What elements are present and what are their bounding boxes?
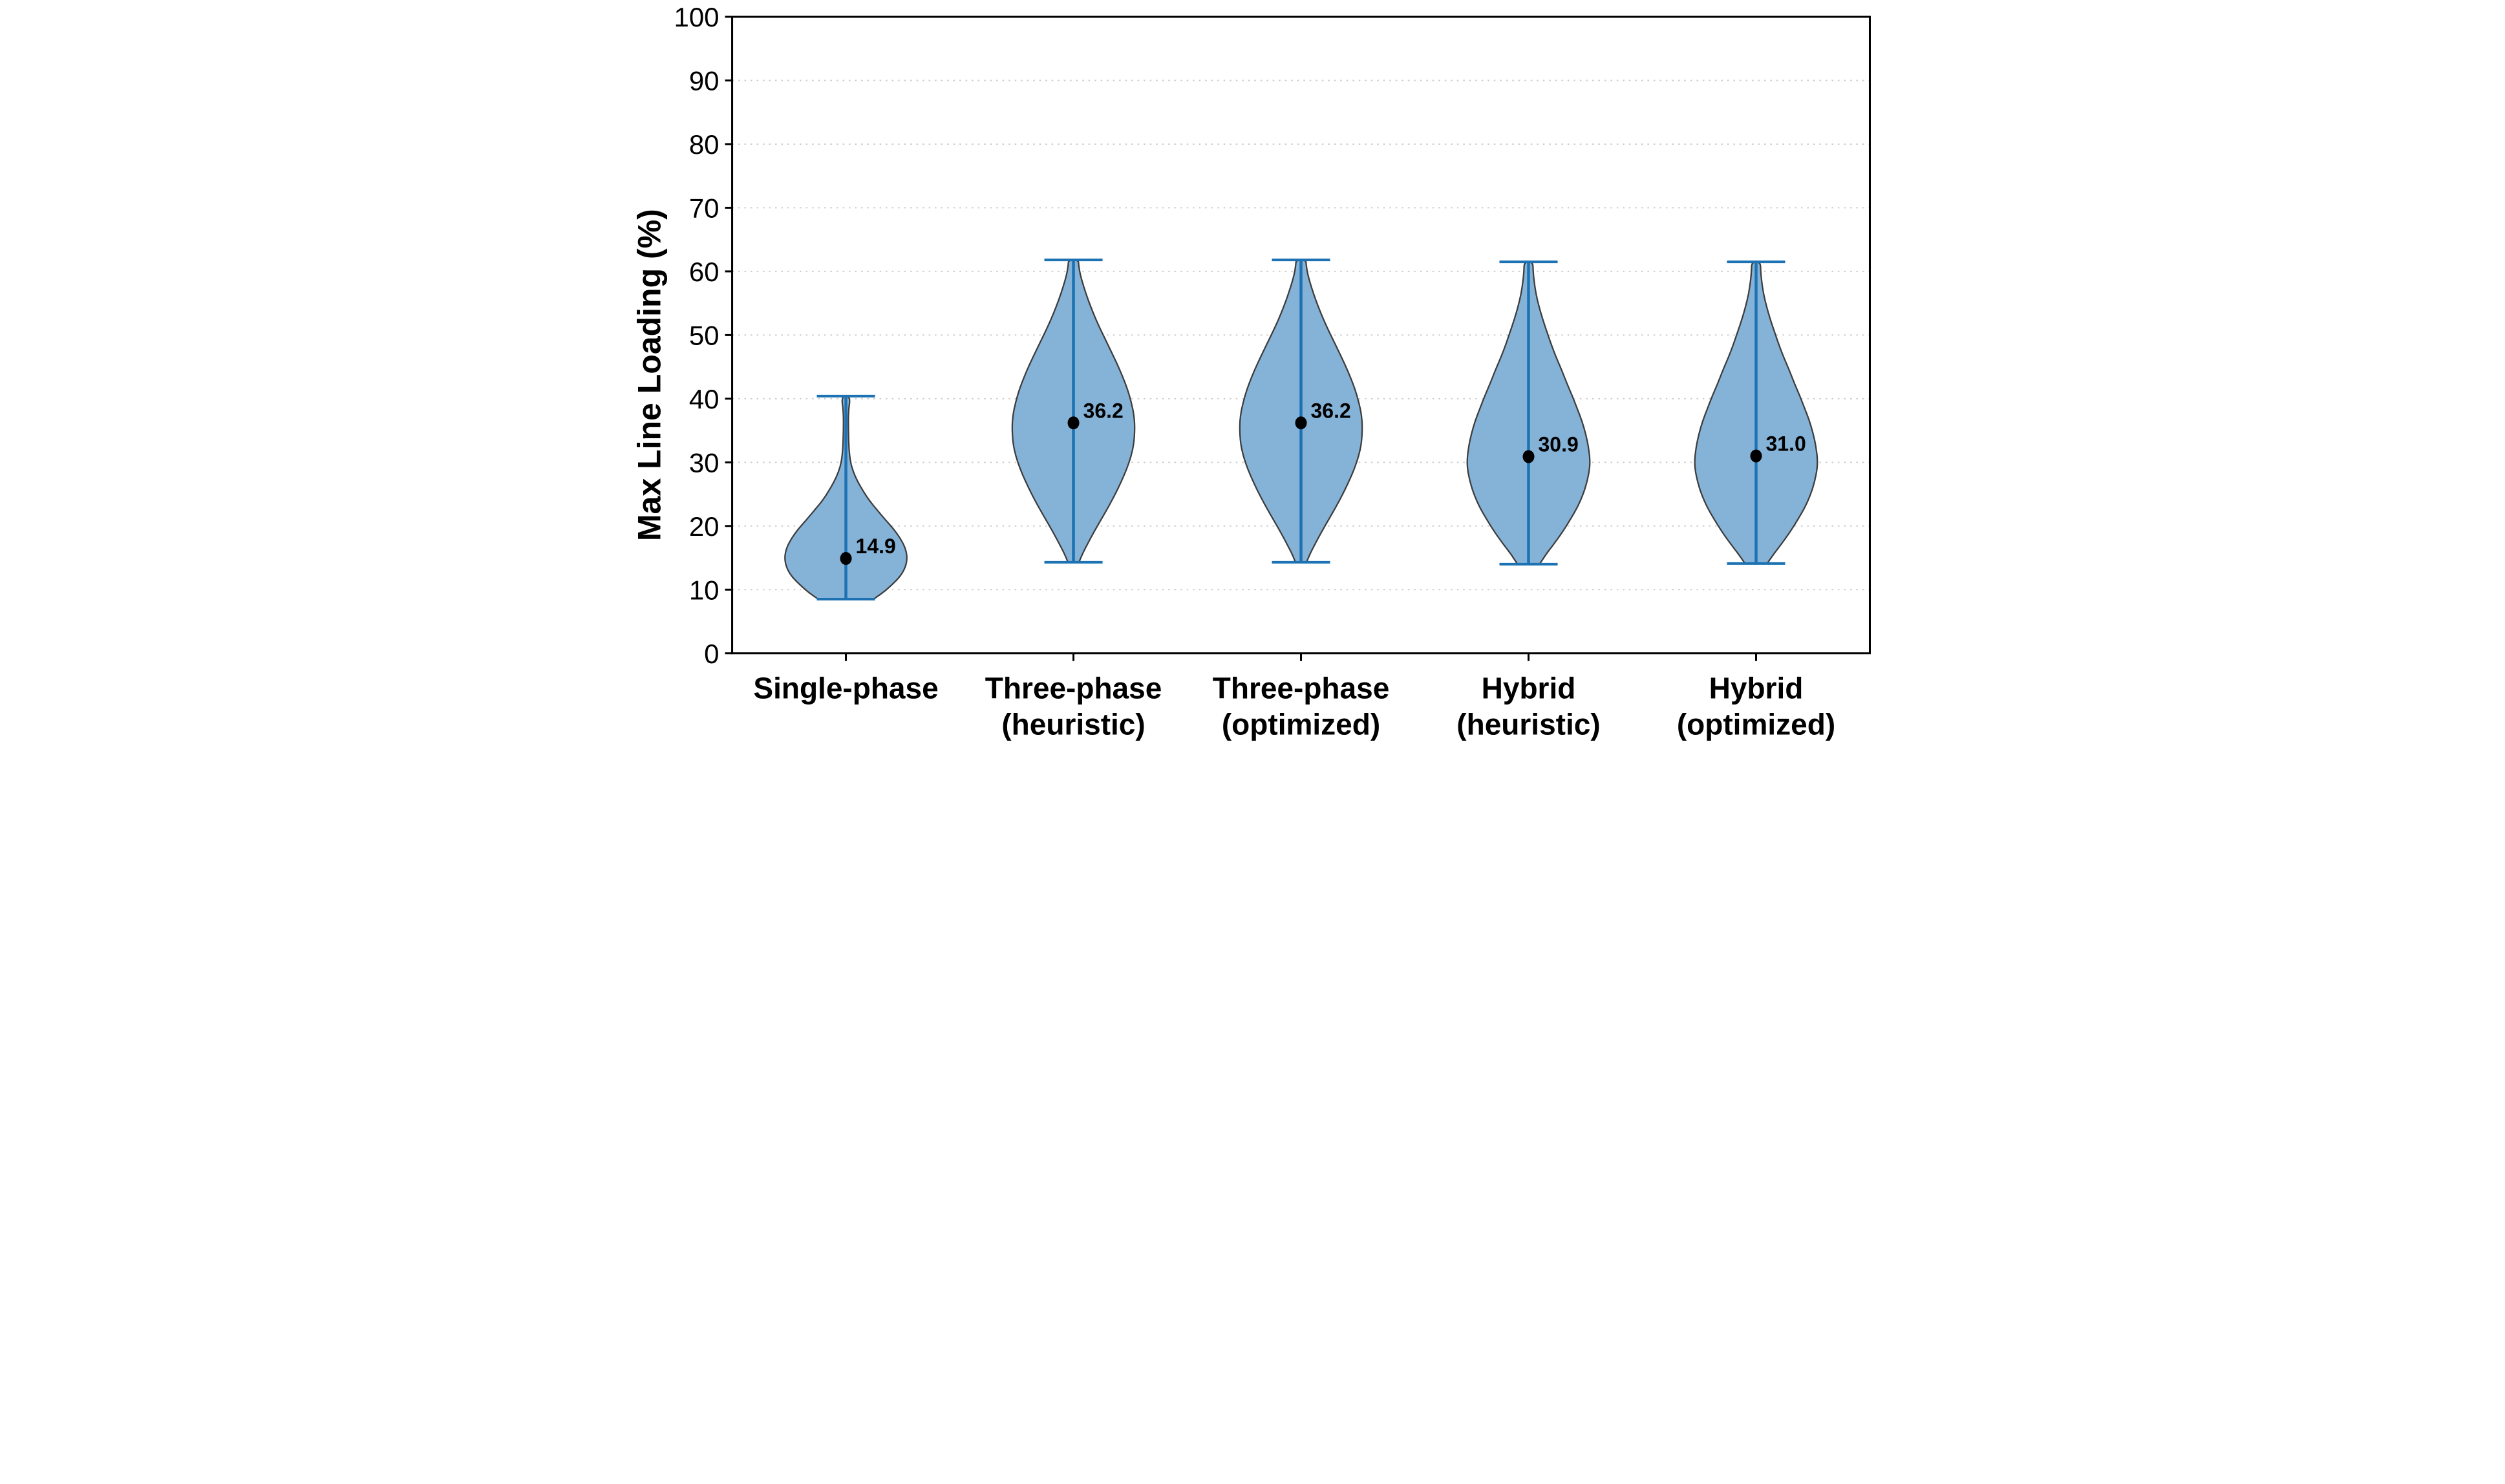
y-tick-labels: 0 10 20 30 40 50 60 70 80 90 100 <box>674 2 719 669</box>
violin-chart: 14.9 36.2 36.2 30.9 31.0 0 10 20 30 40 50 60 70 80 90… <box>626 0 1879 743</box>
y-tick-label: 10 <box>688 575 719 605</box>
violins: 14.9 36.2 36.2 30.9 31.0 <box>783 259 1818 601</box>
median-value-label: 30.9 <box>1538 432 1578 456</box>
median-value-label: 36.2 <box>1083 399 1123 422</box>
x-category-label: (heuristic) <box>1001 707 1145 741</box>
y-tick-label: 80 <box>688 129 719 160</box>
y-tick-label: 60 <box>688 257 719 287</box>
median-value-label: 14.9 <box>855 535 895 558</box>
median-dot <box>1522 450 1535 463</box>
x-category-label: Hybrid <box>1481 671 1575 705</box>
y-axis-ticks <box>725 16 732 655</box>
y-tick-label: 30 <box>688 447 719 478</box>
median-dot <box>1295 416 1307 430</box>
y-tick-label: 100 <box>674 2 719 32</box>
x-category-label: Single-phase <box>753 671 938 705</box>
x-axis-ticks <box>844 653 1757 661</box>
median-dot <box>840 552 852 566</box>
violin-group: 30.9 <box>1466 260 1590 566</box>
violin-group: 31.0 <box>1694 260 1818 565</box>
y-tick-label: 40 <box>688 384 719 414</box>
y-tick-label: 90 <box>688 65 719 96</box>
y-tick-label: 20 <box>688 511 719 542</box>
y-tick-label: 70 <box>688 193 719 223</box>
median-dot <box>1749 449 1762 463</box>
x-category-label: Three-phase <box>985 671 1162 705</box>
x-category-label: (optimized) <box>1676 707 1835 741</box>
violin-group: 36.2 <box>1239 259 1363 564</box>
x-category-label: (optimized) <box>1221 707 1380 741</box>
median-value-label: 36.2 <box>1310 399 1350 422</box>
x-category-labels: Single-phase Three-phase(heuristic)Three-… <box>753 671 1835 741</box>
violin-group: 14.9 <box>783 394 908 601</box>
x-category-label: (heuristic) <box>1456 707 1600 741</box>
median-dot <box>1067 416 1080 430</box>
y-axis-title: Max Line Loading (%) <box>631 209 667 541</box>
median-value-label: 31.0 <box>1765 432 1806 455</box>
x-category-label: Hybrid <box>1709 671 1803 705</box>
figure-container: 14.9 36.2 36.2 30.9 31.0 0 10 20 30 40 50 60 70 80 90… <box>626 0 1879 743</box>
violin-group: 36.2 <box>1011 259 1135 564</box>
y-tick-label: 50 <box>688 320 719 350</box>
y-tick-label: 0 <box>704 639 719 669</box>
x-category-label: Three-phase <box>1212 671 1389 705</box>
